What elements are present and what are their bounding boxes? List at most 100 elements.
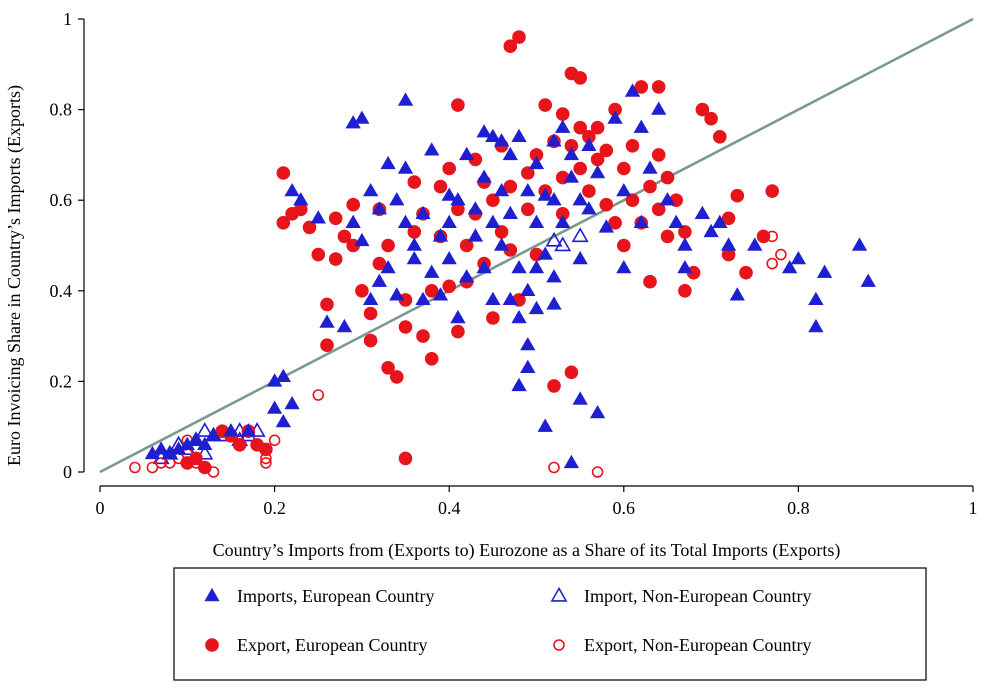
data-point [450, 309, 466, 324]
y-tick-label: 0.8 [50, 100, 73, 120]
data-point [362, 182, 379, 197]
data-point [651, 148, 666, 162]
data-point [581, 201, 597, 215]
data-point [284, 396, 300, 410]
data-point [660, 229, 675, 244]
legend-marker [204, 587, 220, 602]
data-point [371, 273, 388, 287]
data-point [555, 119, 571, 133]
data-point [766, 257, 779, 270]
legend-marker [550, 586, 568, 602]
data-point [266, 400, 283, 414]
data-point [546, 192, 562, 206]
data-point [511, 259, 527, 274]
data-point [363, 306, 378, 321]
data-point [476, 124, 492, 138]
y-tick-label: 0.6 [50, 190, 73, 210]
data-point [547, 379, 561, 393]
data-point [790, 250, 807, 265]
data-point [389, 370, 404, 384]
x-tick-label: 0.8 [787, 498, 810, 518]
data-point [380, 155, 396, 170]
data-point [188, 432, 204, 446]
data-point [546, 269, 562, 283]
data-point [781, 259, 798, 274]
data-point [389, 192, 405, 206]
data-point [493, 133, 510, 147]
data-point [730, 188, 745, 203]
data-point [616, 182, 632, 197]
data-point [616, 161, 631, 176]
data-point [371, 201, 388, 215]
data-point [197, 436, 213, 451]
data-point [432, 228, 449, 242]
data-point [660, 170, 675, 185]
data-point [381, 360, 395, 375]
data-point [651, 202, 666, 217]
data-point [284, 182, 300, 197]
data-point [538, 98, 553, 112]
data-point [511, 128, 527, 142]
data-point [624, 83, 641, 97]
data-point [424, 142, 440, 156]
data-point [381, 238, 395, 253]
data-point [398, 451, 413, 466]
data-point [520, 182, 536, 197]
data-point [355, 283, 369, 298]
data-point [520, 282, 536, 297]
legend-label: Export, Non-European Country [584, 635, 811, 655]
data-point [739, 265, 753, 280]
data-point [442, 161, 457, 176]
data-point [537, 418, 553, 432]
data-point [275, 368, 292, 383]
data-point [259, 442, 273, 457]
data-point [276, 216, 291, 230]
x-tick-label: 0.4 [438, 498, 461, 518]
legend: Imports, European Country Import, Non-Eur… [173, 567, 927, 681]
data-point [756, 229, 771, 244]
data-point [372, 256, 387, 271]
data-point [573, 71, 588, 85]
data-point [520, 337, 536, 351]
data-point [528, 214, 545, 228]
data-point [467, 201, 484, 215]
data-point [591, 466, 604, 478]
data-point [146, 461, 159, 474]
data-point [223, 423, 239, 437]
data-point [643, 274, 657, 289]
legend-label: Import, Non-European Country [584, 586, 811, 606]
data-point [312, 389, 325, 401]
data-point [520, 202, 535, 217]
data-point [528, 259, 545, 274]
data-point [424, 283, 439, 298]
legend-marker [553, 639, 565, 651]
data-point [643, 179, 657, 194]
data-point [232, 437, 247, 452]
axes: 0 0.2 0.4 0.6 0.8 1 0 0.2 0.4 0.6 0.8 1 [50, 9, 978, 518]
reference-line [99, 17, 974, 474]
data-point [406, 250, 422, 265]
data-point [441, 250, 457, 265]
data-point [397, 160, 414, 174]
data-point [572, 391, 588, 405]
data-point [599, 197, 614, 212]
x-tick-label: 1 [969, 498, 978, 518]
data-point [407, 175, 422, 189]
data-point [816, 264, 833, 278]
data-point [677, 237, 693, 251]
data-point [362, 291, 379, 306]
data-point [634, 80, 649, 94]
data-point [476, 169, 492, 183]
data-point [260, 457, 272, 469]
data-point [485, 291, 501, 306]
data-point [694, 205, 711, 219]
data-point [589, 164, 606, 179]
data-point [642, 160, 658, 174]
data-point [598, 219, 615, 233]
data-point [485, 214, 501, 228]
legend-label: Export, European Country [237, 635, 427, 655]
data-point [633, 119, 649, 133]
data-point [459, 238, 474, 253]
legend-label: Imports, European Country [237, 586, 434, 606]
